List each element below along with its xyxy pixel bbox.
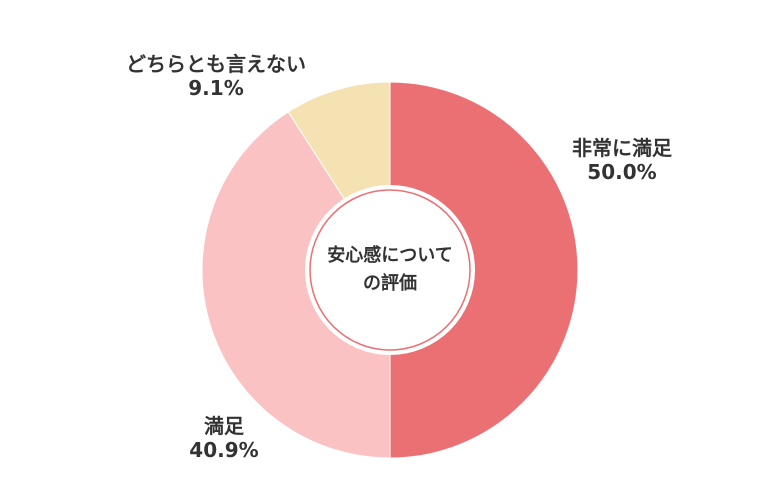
slice-label-very-satisfied-name: 非常に満足: [572, 136, 672, 160]
slice-label-neutral-value: 9.1%: [188, 76, 244, 100]
slice-label-very-satisfied: 非常に満足 50.0%: [572, 136, 672, 184]
slice-label-neutral-name: どちらとも言えない: [126, 52, 306, 76]
slice-label-satisfied-value: 40.9%: [189, 438, 259, 462]
slice-very-satisfied: [389, 81, 579, 459]
slice-label-satisfied: 満足 40.9%: [189, 414, 258, 462]
slice-label-satisfied-name: 満足: [203, 414, 244, 438]
center-label-line-1: 安心感について: [327, 245, 453, 266]
center-label: 安心感について の評価: [327, 242, 452, 298]
donut-hole-ring: [309, 189, 471, 351]
donut-hole: [305, 185, 475, 355]
slice-satisfied: [201, 111, 391, 459]
slice-label-very-satisfied-value: 50.0%: [587, 160, 657, 184]
slice-label-neutral: どちらとも言えない 9.1%: [126, 52, 306, 100]
center-label-line-2: の評価: [363, 273, 417, 294]
donut-slices: [201, 81, 579, 459]
